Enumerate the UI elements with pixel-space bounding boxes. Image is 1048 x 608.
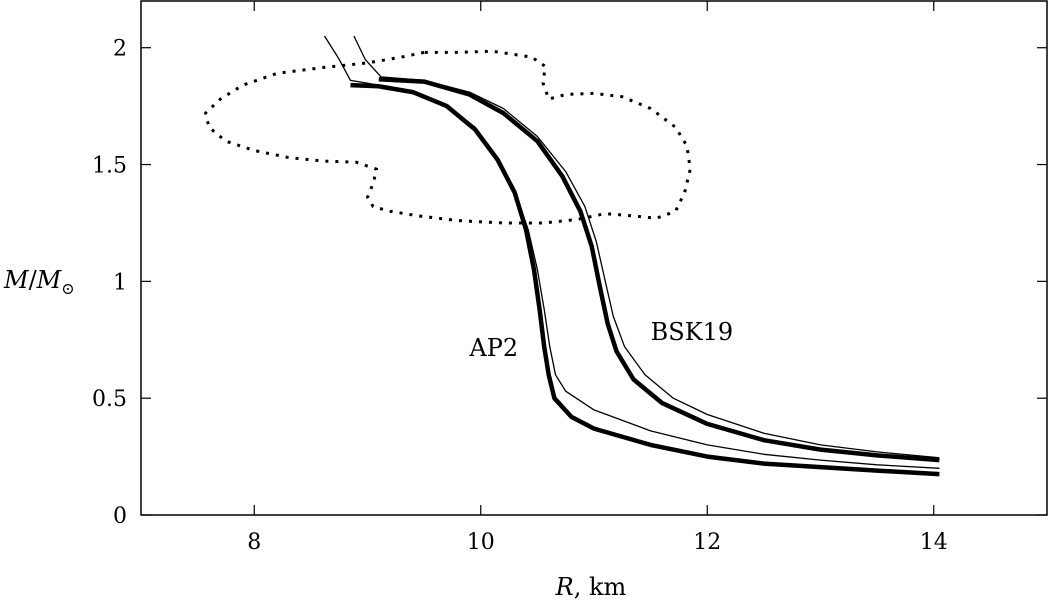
y-tick-label: 1 <box>113 270 127 295</box>
plot-frame <box>140 0 1048 516</box>
x-tick-label: 10 <box>467 530 495 555</box>
y-tick-label: 0 <box>113 504 127 529</box>
series-line-3 <box>378 77 940 463</box>
series-line-2 <box>323 35 940 469</box>
x-axis-label-var: R <box>555 573 574 601</box>
y-axis-label: M/M⊙ <box>3 266 75 298</box>
y-axis-label-sun-symbol: ⊙ <box>61 279 74 298</box>
x-axis-label-unit: , km <box>574 573 627 601</box>
series-line-5 <box>204 49 692 225</box>
tick-layer: 8 10 12 14 0 0.5 1 1.5 2 <box>92 1 1047 555</box>
x-tick-label: 14 <box>920 530 948 555</box>
series-annotation-ap2: AP2 <box>468 334 518 362</box>
x-tick-label: 12 <box>693 530 721 555</box>
y-axis-label-slash: / <box>29 266 38 294</box>
series-line-1 <box>350 82 940 477</box>
x-tick-label: 8 <box>247 530 261 555</box>
series-line-4 <box>353 35 940 459</box>
series-layer <box>204 35 940 477</box>
x-axis-label: R, km <box>555 573 627 601</box>
y-tick-label: 1.5 <box>92 154 127 179</box>
y-axis-label-m: M <box>3 266 30 294</box>
series-annotation-bsk19: BSK19 <box>651 318 734 346</box>
y-tick-label: 0.5 <box>92 387 127 412</box>
y-axis-label-m-sun: M <box>36 266 63 294</box>
y-tick-label: 2 <box>113 37 127 62</box>
annotation-layer: AP2 BSK19 <box>468 318 733 362</box>
